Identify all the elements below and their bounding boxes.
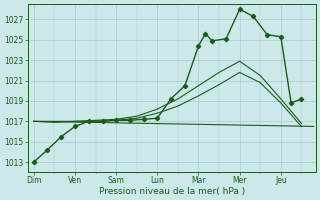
X-axis label: Pression niveau de la mer( hPa ): Pression niveau de la mer( hPa ) xyxy=(99,187,245,196)
